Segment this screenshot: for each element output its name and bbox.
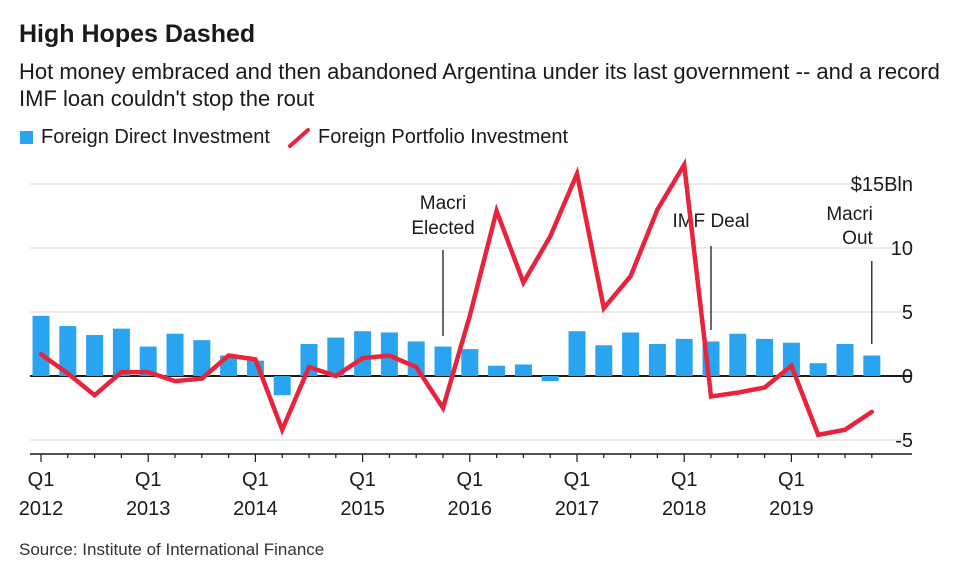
fdi-bar <box>166 333 184 376</box>
fdi-bar <box>809 363 827 376</box>
fdi-bar <box>32 315 50 376</box>
legend-label-fpi: Foreign Portfolio Investment <box>317 126 569 148</box>
fdi-bar <box>112 328 130 376</box>
annotation-label: Macri <box>420 193 466 214</box>
x-tick-label-quarter: Q1 <box>28 469 55 491</box>
annotation-label: Elected <box>411 218 474 239</box>
annotation-label: IMF Deal <box>672 211 749 232</box>
axes: $15Bln 10 5 0 -5 Q1 2012 Q1 2013 Q1 2014 Q1 2015 Q1 20… <box>19 174 913 520</box>
y-tick-label: 10 <box>891 238 913 260</box>
fdi-bar <box>86 335 104 376</box>
x-tick-label-quarter: Q1 <box>671 469 698 491</box>
x-tick-label-year: 2017 <box>555 498 600 520</box>
y-tick-label: 5 <box>902 302 913 324</box>
fdi-bar <box>622 332 640 376</box>
x-tick-label-year: 2012 <box>19 498 64 520</box>
fdi-bar <box>354 331 372 376</box>
x-tick-label-quarter: Q1 <box>349 469 376 491</box>
x-tick-label-quarter: Q1 <box>778 469 805 491</box>
annotation-label: Macri <box>826 204 872 225</box>
x-tick-label-year: 2013 <box>126 498 171 520</box>
fpi-series-line <box>38 157 875 438</box>
x-tick-label-quarter: Q1 <box>564 469 591 491</box>
fdi-bar <box>193 340 211 376</box>
fpi-line-icon <box>287 127 310 148</box>
fdi-bar <box>675 338 693 376</box>
legend-item-fpi: Foreign Portfolio Investment <box>287 126 569 149</box>
legend: Foreign Direct Investment Foreign Portfo… <box>20 126 586 149</box>
annotation-label: Out <box>842 228 873 249</box>
fdi-bar <box>729 333 747 376</box>
fdi-bar <box>327 337 345 376</box>
fdi-bar <box>461 349 479 376</box>
fdi-bar <box>595 345 613 376</box>
y-tick-label: $15Bln <box>851 174 913 196</box>
fdi-bar <box>434 346 452 376</box>
y-tick-label: 0 <box>902 366 913 388</box>
x-tick-label-year: 2018 <box>662 498 707 520</box>
chart-title: High Hopes Dashed <box>19 20 256 48</box>
fdi-bar <box>59 326 77 376</box>
fdi-bar <box>568 331 586 376</box>
fdi-bar <box>488 365 506 376</box>
x-tick-label-year: 2015 <box>340 498 385 520</box>
fdi-bar <box>863 355 881 376</box>
x-tick-label-quarter: Q1 <box>242 469 269 491</box>
fdi-bar <box>139 346 157 376</box>
fdi-bar <box>541 376 559 382</box>
x-tick-label-quarter: Q1 <box>456 469 483 491</box>
combo-chart: Macri Elected IMF Deal Macri Out $15Bln 10 5 0 -… <box>19 157 913 520</box>
fdi-bars <box>32 315 881 396</box>
x-tick-label-year: 2016 <box>448 498 493 520</box>
fdi-bar <box>514 364 532 376</box>
fdi-swatch-icon <box>20 131 33 144</box>
fdi-bar <box>756 338 774 376</box>
source-note: Source: Institute of International Finan… <box>19 540 325 559</box>
x-tick-label-year: 2014 <box>233 498 278 520</box>
chart-subtitle: Hot money embraced and then abandoned Ar… <box>19 59 940 111</box>
fdi-bar <box>648 344 666 376</box>
y-tick-label: -5 <box>895 430 913 452</box>
fpi-line <box>38 157 875 438</box>
fdi-bar <box>273 376 291 396</box>
x-tick-label-year: 2019 <box>769 498 814 520</box>
legend-label-fdi: Foreign Direct Investment <box>41 126 270 148</box>
legend-item-fdi: Foreign Direct Investment <box>20 126 270 149</box>
x-tick-label-quarter: Q1 <box>135 469 162 491</box>
fdi-bar <box>836 344 854 376</box>
